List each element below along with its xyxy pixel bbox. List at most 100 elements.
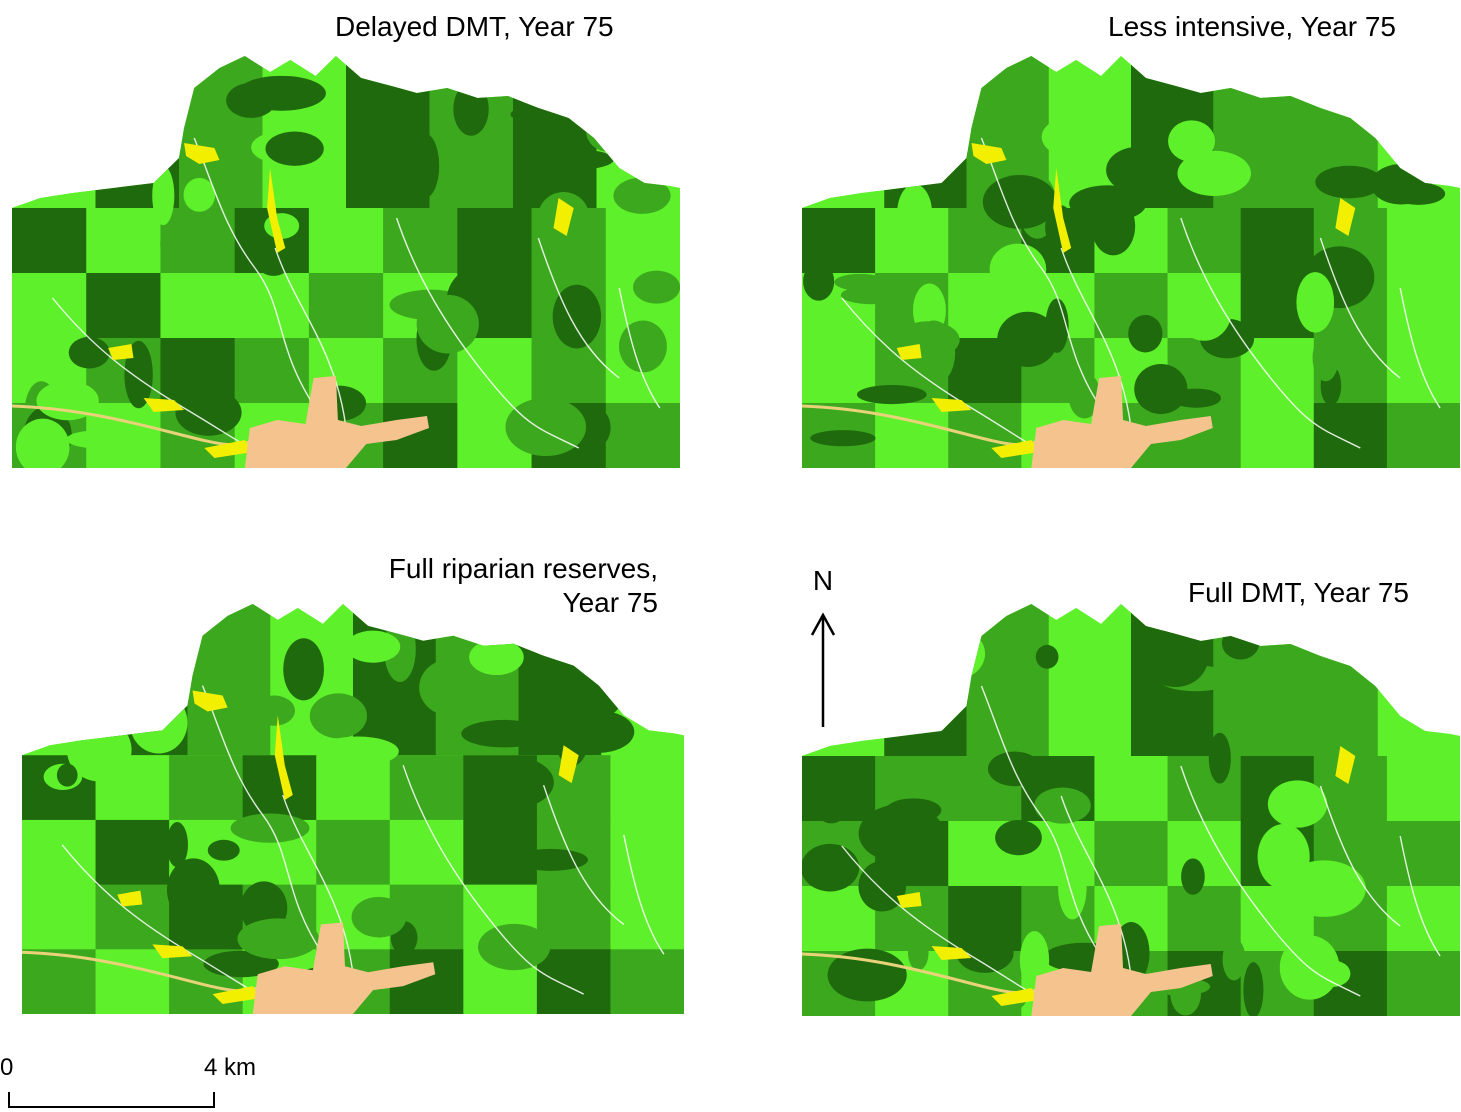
map-title-less-intensive: Less intensive, Year 75 — [1108, 11, 1396, 42]
forest-patch — [510, 106, 562, 123]
stand-block — [1295, 604, 1379, 756]
stream-line — [623, 834, 665, 955]
forest-patch — [469, 756, 554, 809]
forest-patch — [987, 751, 1042, 787]
open-area — [117, 890, 143, 907]
open-area — [108, 344, 134, 360]
forest-patch — [1058, 855, 1087, 920]
stand-block — [316, 819, 391, 886]
stand-block — [605, 208, 680, 274]
stand-block — [22, 819, 97, 886]
forest-patch — [613, 177, 671, 214]
reservoir-area — [1031, 924, 1213, 1016]
map-title-full-riparian-reserves: Full riparian reserves, Year 75 — [320, 552, 658, 620]
map-canvas — [12, 56, 680, 468]
stand-block — [12, 56, 97, 208]
open-area — [204, 440, 253, 458]
forest-patch — [461, 719, 547, 748]
forest-patch — [619, 320, 667, 373]
forest-patch — [203, 950, 279, 978]
map-canvas — [22, 603, 684, 1014]
forest-patch — [1034, 787, 1091, 824]
forest-patch — [469, 639, 524, 676]
forest-patch — [175, 389, 242, 436]
forest-patch — [1296, 272, 1335, 333]
stream-line — [395, 217, 580, 449]
forest-patch — [36, 380, 99, 421]
forest-patch — [1387, 770, 1430, 820]
forest-patch — [989, 243, 1047, 295]
open-area — [184, 143, 220, 164]
forest-patch — [183, 177, 216, 212]
forest-patch — [1045, 298, 1069, 353]
forest-patch — [66, 430, 127, 449]
stand-block — [802, 604, 886, 756]
map-panel-less-intensive — [802, 48, 1460, 468]
stand-block — [1167, 756, 1242, 822]
stream-line — [537, 237, 620, 379]
stand-block — [1048, 604, 1132, 756]
forest-patch — [123, 618, 194, 652]
forest-patch — [802, 843, 860, 892]
forest-patch — [56, 763, 78, 787]
map-title-full-dmt: Full DMT, Year 75 — [1188, 577, 1409, 608]
stream-line — [1060, 247, 1132, 429]
forest-patch — [518, 612, 585, 651]
stand-block — [1386, 403, 1460, 468]
forest-patch — [897, 184, 932, 241]
stream-line — [1399, 287, 1441, 409]
stream-line — [980, 685, 1102, 957]
forest-patch — [1312, 334, 1339, 382]
forest-patch — [453, 82, 489, 136]
forest-patch — [583, 673, 664, 699]
stream-line — [193, 137, 317, 409]
stand-block — [22, 949, 97, 1014]
stream-line — [1319, 785, 1401, 927]
forest-patch — [1168, 120, 1215, 162]
open-area — [896, 344, 922, 360]
forest-patch — [478, 923, 551, 971]
reservoir-area — [244, 376, 429, 468]
stand-block — [86, 208, 162, 274]
stand-block — [234, 338, 310, 404]
stream-line — [201, 685, 324, 955]
map-title-line-2: Year 75 — [562, 587, 659, 618]
forest-patch — [316, 736, 399, 767]
forest-patch — [1181, 858, 1205, 895]
forest-patch — [1315, 165, 1383, 199]
forest-patch — [907, 935, 929, 971]
forest-patch — [152, 165, 175, 226]
map-title-delayed-dmt: Delayed DMT, Year 75 — [335, 11, 614, 42]
forest-patch — [345, 630, 401, 663]
scale-bar-line — [8, 1092, 215, 1108]
stand-block — [160, 273, 236, 339]
stand-block — [1094, 756, 1169, 822]
forest-patch — [803, 262, 835, 301]
forest-patch — [928, 102, 1001, 131]
forest-patch — [237, 918, 320, 960]
forest-patch — [616, 628, 684, 654]
stand-block — [22, 884, 97, 951]
stand-block — [316, 755, 391, 821]
forest-patch — [68, 336, 110, 369]
forest-patch — [526, 148, 614, 171]
stand-block — [884, 56, 968, 208]
stand-block — [531, 338, 607, 404]
forest-patch — [585, 109, 632, 152]
forest-patch — [1134, 364, 1188, 415]
forest-patch — [74, 687, 145, 714]
open-area — [931, 946, 972, 960]
forest-patch — [1224, 81, 1278, 127]
forest-patch — [1114, 841, 1149, 859]
forest-patch — [28, 70, 59, 100]
stream-line — [618, 287, 661, 409]
forest-patch — [1257, 824, 1310, 890]
open-area — [1053, 168, 1072, 253]
forest-patch — [857, 385, 927, 405]
map-title-line-1: Full riparian reserves, — [388, 553, 658, 584]
forest-patch — [513, 848, 588, 871]
open-area — [991, 440, 1040, 458]
forest-patch — [309, 693, 368, 739]
stand-block — [1167, 208, 1242, 274]
stand-block — [1240, 208, 1315, 274]
